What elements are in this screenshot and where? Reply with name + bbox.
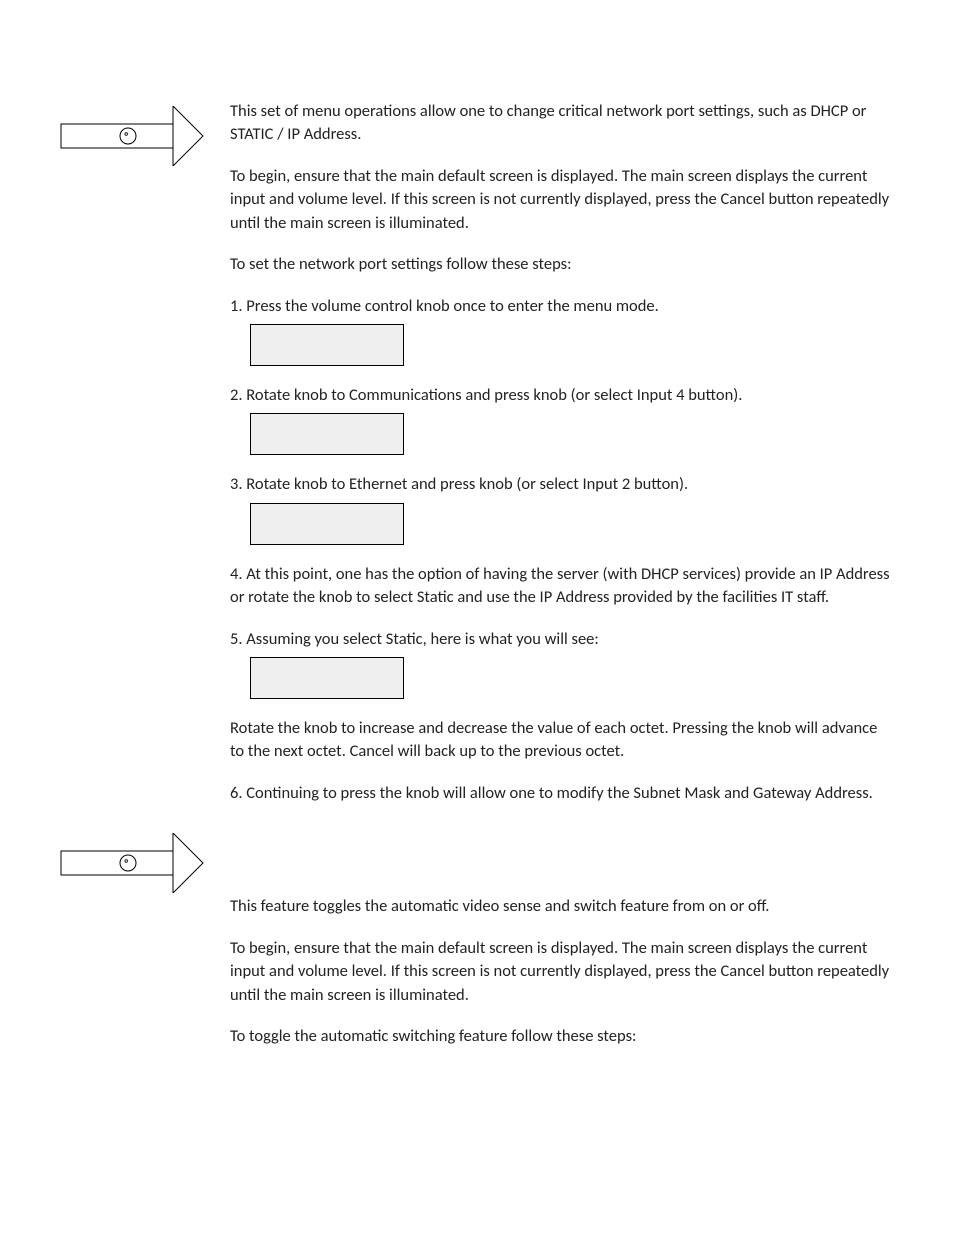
step-text: Rotate the knob to increase and decrease… bbox=[230, 717, 894, 764]
section-auto-switch: This feature toggles the automatic video… bbox=[60, 827, 894, 1066]
display-box bbox=[250, 503, 404, 545]
intro-paragraph: This set of menu operations allow one to… bbox=[230, 100, 894, 147]
icon-column bbox=[60, 827, 230, 898]
page: This set of menu operations allow one to… bbox=[0, 0, 954, 1235]
content-column: This feature toggles the automatic video… bbox=[230, 827, 894, 1066]
intro-paragraph: This feature toggles the automatic video… bbox=[230, 895, 894, 918]
display-box bbox=[250, 324, 404, 366]
step-text: 1. Press the volume control knob once to… bbox=[230, 295, 894, 318]
display-box bbox=[250, 413, 404, 455]
knob-arrow-icon bbox=[60, 106, 210, 166]
step-text: 4. At this point, one has the option of … bbox=[230, 563, 894, 610]
knob-arrow-icon bbox=[60, 833, 210, 893]
step-text: 2. Rotate knob to Communications and pre… bbox=[230, 384, 894, 407]
step-text: 6. Continuing to press the knob will all… bbox=[230, 782, 894, 805]
display-box bbox=[250, 657, 404, 699]
content-column: This set of menu operations allow one to… bbox=[230, 100, 894, 823]
step-text: 5. Assuming you select Static, here is w… bbox=[230, 628, 894, 651]
intro-paragraph: To set the network port settings follow … bbox=[230, 253, 894, 276]
icon-column bbox=[60, 100, 230, 171]
section-network-port: This set of menu operations allow one to… bbox=[60, 100, 894, 823]
intro-paragraph: To toggle the automatic switching featur… bbox=[230, 1025, 894, 1048]
intro-paragraph: To begin, ensure that the main default s… bbox=[230, 937, 894, 1007]
step-text: 3. Rotate knob to Ethernet and press kno… bbox=[230, 473, 894, 496]
intro-paragraph: To begin, ensure that the main default s… bbox=[230, 165, 894, 235]
